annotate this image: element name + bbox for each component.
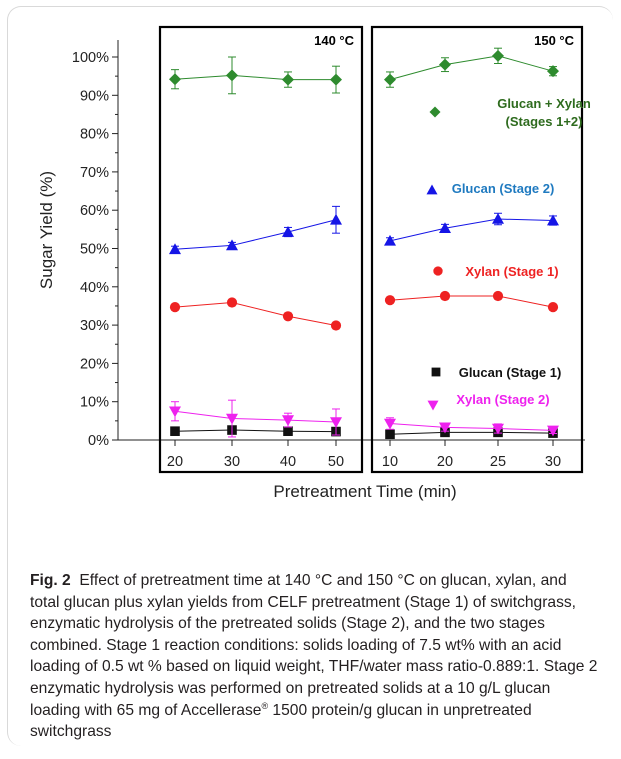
data-point-series-4 xyxy=(283,426,293,436)
data-point-series-3 xyxy=(226,297,238,308)
series-line-2 xyxy=(174,219,337,250)
legend-label-1: (Stages 1+2) xyxy=(506,114,583,129)
y-tick-label: 50% xyxy=(80,242,109,258)
panel-box-1 xyxy=(158,25,364,474)
data-point-series-1 xyxy=(547,65,559,78)
sugar-yield-chart: 0% 10% 20% 30% 40% 50% 60% 70% 80% 90% 100% Sugar Y… xyxy=(37,25,591,501)
x-tick-label: 40 xyxy=(280,454,296,470)
data-point-series-5 xyxy=(226,413,238,425)
data-point-series-3 xyxy=(330,320,342,331)
figure-label: Fig. 2 xyxy=(30,572,71,589)
panel-box-2 xyxy=(370,25,584,474)
series-line-3 xyxy=(174,301,337,326)
y-tick-label: 40% xyxy=(80,280,109,296)
panel-title-2: 150 °C xyxy=(534,33,575,48)
data-point-series-3 xyxy=(384,295,396,306)
series-line-1 xyxy=(174,74,336,81)
data-point-series-1 xyxy=(384,73,396,86)
data-point-series-3 xyxy=(169,301,181,313)
data-point-series-5 xyxy=(492,423,504,435)
data-point-series-5 xyxy=(330,417,342,428)
series-line-4 xyxy=(174,429,337,433)
data-point-series-2 xyxy=(384,234,396,246)
x-tick-label: 50 xyxy=(328,454,344,470)
y-tick-label: 10% xyxy=(80,395,109,411)
data-point-series-1 xyxy=(330,73,342,86)
trademark-symbol: ® xyxy=(261,700,269,711)
legend-marker-2 xyxy=(426,184,438,195)
y-tick-label: 60% xyxy=(80,203,109,219)
y-tick-label: 90% xyxy=(80,88,109,104)
data-point-series-2 xyxy=(330,213,342,225)
data-point-series-5 xyxy=(169,406,181,418)
legend-marker-5 xyxy=(427,400,439,411)
data-point-series-3 xyxy=(492,290,504,302)
data-point-series-5 xyxy=(384,418,396,430)
series-line-1 xyxy=(389,55,554,81)
data-point-series-5 xyxy=(547,425,559,437)
data-point-series-2 xyxy=(169,243,181,255)
series-line-5 xyxy=(389,423,554,431)
caption-tail: 1500 protein/g glucan in unpretreated sw… xyxy=(30,701,532,741)
data-point-series-4 xyxy=(385,429,395,440)
data-point-series-5 xyxy=(439,422,451,434)
data-point-series-2 xyxy=(282,226,294,237)
legend-label-2: Glucan (Stage 2) xyxy=(452,181,555,196)
legend-marker-1 xyxy=(429,106,441,118)
data-point-series-2 xyxy=(226,239,238,251)
legend-marker-3 xyxy=(433,266,443,276)
data-point-series-2 xyxy=(492,213,504,224)
x-tick-label: 30 xyxy=(545,454,561,470)
data-point-series-2 xyxy=(547,214,559,226)
y-tick-label: 20% xyxy=(80,356,109,372)
data-point-series-4 xyxy=(170,426,180,436)
data-point-series-1 xyxy=(169,73,181,86)
legend-marker-4 xyxy=(431,367,441,377)
data-point-series-3 xyxy=(547,301,559,313)
legend-label-4: Glucan (Stage 1) xyxy=(459,365,562,380)
y-tick-label: 100% xyxy=(72,50,109,66)
figure-caption: Fig. 2 Effect of pretreatment time at 14… xyxy=(30,570,600,743)
data-point-series-5 xyxy=(282,415,294,427)
series-line-3 xyxy=(389,295,554,308)
x-tick-label: 30 xyxy=(224,454,240,470)
panel-title-1: 140 °C xyxy=(314,33,355,48)
data-point-series-2 xyxy=(439,222,451,234)
y-tick-label: 80% xyxy=(80,127,109,143)
data-point-series-1 xyxy=(282,73,294,86)
data-point-series-1 xyxy=(439,58,451,71)
legend-label-1: Glucan + Xylan xyxy=(497,96,591,111)
x-tick-label: 10 xyxy=(382,454,398,470)
x-tick-label: 20 xyxy=(437,454,453,470)
x-tick-label: 20 xyxy=(167,454,183,470)
legend-label-5: Xylan (Stage 2) xyxy=(456,392,549,407)
series-line-2 xyxy=(389,218,554,242)
y-axis-label: Sugar Yield (%) xyxy=(37,171,56,289)
data-point-series-3 xyxy=(439,290,451,302)
figure-frame xyxy=(7,6,613,746)
legend-label-3: Xylan (Stage 1) xyxy=(465,264,558,279)
data-point-series-3 xyxy=(282,311,294,322)
data-point-series-1 xyxy=(226,69,238,82)
x-axis-label: Pretreatment Time (min) xyxy=(273,482,456,501)
series-line-5 xyxy=(174,410,337,423)
caption-text: Effect of pretreatment time at 140 °C an… xyxy=(30,572,598,719)
data-point-series-1 xyxy=(492,49,504,62)
x-tick-label: 25 xyxy=(490,454,506,470)
series-line-4 xyxy=(389,431,554,435)
y-tick-label: 0% xyxy=(88,433,109,449)
y-tick-label: 30% xyxy=(80,318,109,334)
y-tick-label: 70% xyxy=(80,165,109,181)
